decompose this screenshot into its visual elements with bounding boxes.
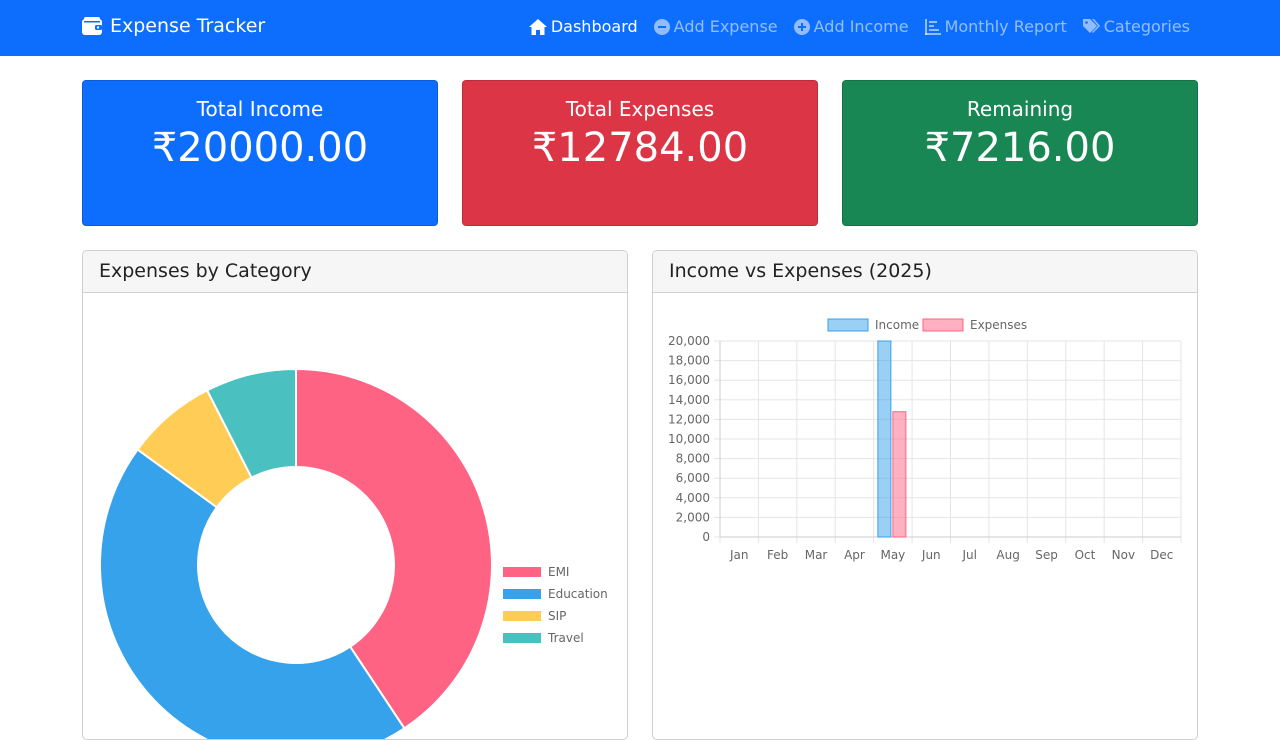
legend-swatch-expenses [922,318,964,332]
navbar: Expense Tracker Dashboard Add Expense Ad… [0,0,1280,56]
nav-menu: Dashboard Add Expense Add Income Monthly… [513,17,1190,36]
x-tick-label-feb: Feb [767,548,788,562]
legend-swatch-education [503,589,541,599]
slice-travel [205,367,297,479]
income-vs-expenses-panel: Income vs Expenses (2025) 0 2,000 4,000 6,0… [652,250,1198,740]
category-panel: Expenses by Category EMI Education SIP Trav… [82,250,628,740]
y-tick-label: 6,000 [676,471,710,485]
y-tick-label: 14,000 [668,393,710,407]
total-income-value: ₹20000.00 [151,125,369,171]
minus-circle-icon [653,18,670,35]
legend-label-travel: Travel [547,631,584,645]
brand[interactable]: Expense Tracker [82,15,265,37]
nav-dashboard-label: Dashboard [550,17,638,36]
x-tick-label-jan: Jan [729,548,749,562]
x-tick-label-nov: Nov [1112,548,1135,562]
chart-icon [924,18,941,35]
bar-income-may [877,340,892,538]
wallet-icon [82,17,102,35]
nav-add-expense[interactable]: Add Expense [653,17,778,36]
remaining-value: ₹7216.00 [924,125,1116,171]
y-tick-label: 8,000 [676,452,710,466]
nav-categories[interactable]: Categories [1082,17,1190,36]
nav-dashboard[interactable]: Dashboard [528,17,638,36]
income-vs-expenses-panel-title: Income vs Expenses (2025) [653,251,1197,293]
nav-add-income[interactable]: Add Income [793,17,909,36]
legend-swatch-travel [503,633,541,643]
legend-label-emi: EMI [548,565,569,579]
x-tick-label-jul: Jul [961,548,976,562]
slice-emi [295,367,493,730]
x-tick-label-dec: Dec [1150,548,1173,562]
nav-add-expense-label: Add Expense [673,17,778,36]
x-tick-label-mar: Mar [805,548,828,562]
y-tick-label: 10,000 [668,432,710,446]
x-tick-label-jun: Jun [921,548,941,562]
total-income-label: Total Income [196,97,324,121]
home-icon [528,18,547,35]
income-vs-expenses-bar-chart[interactable]: 0 2,000 4,000 6,000 8,000 10,000 12,000 14,000 1… [653,293,1198,740]
legend-label-sip: SIP [548,609,566,623]
x-tick-label-apr: Apr [844,548,865,562]
legend-swatch-emi [503,567,541,577]
y-tick-label: 2,000 [676,510,710,524]
legend-swatch-income [827,318,869,332]
remaining-card: Remaining ₹7216.00 [842,80,1198,226]
x-tick-label-sep: Sep [1035,548,1058,562]
y-tick-label: 20,000 [668,334,710,348]
x-tick-label-aug: Aug [996,548,1019,562]
plus-circle-icon [793,18,810,35]
total-expenses-value: ₹12784.00 [531,125,749,171]
category-doughnut-chart[interactable]: EMI Education SIP Travel [83,293,628,740]
legend-swatch-sip [503,611,541,621]
bar-expenses-may [892,411,907,538]
total-income-card: Total Income ₹20000.00 [82,80,438,226]
brand-title: Expense Tracker [110,15,266,37]
nav-monthly-report[interactable]: Monthly Report [924,17,1067,36]
slice-education [99,448,406,739]
category-panel-title: Expenses by Category [83,251,627,293]
legend-label-expenses: Expenses [970,318,1027,332]
remaining-label: Remaining [966,97,1074,121]
nav-add-income-label: Add Income [813,17,909,36]
tags-icon [1082,18,1100,33]
legend-label-income: Income [875,318,919,332]
x-tick-label-oct: Oct [1075,548,1096,562]
legend-label-education: Education [548,587,608,601]
total-expenses-label: Total Expenses [565,97,715,121]
nav-categories-label: Categories [1103,17,1190,36]
x-tick-label-may: May [880,548,905,562]
y-tick-label: 16,000 [668,373,710,387]
y-tick-label: 12,000 [668,412,710,426]
y-tick-label: 18,000 [668,354,710,368]
nav-monthly-report-label: Monthly Report [944,17,1067,36]
total-expenses-card: Total Expenses ₹12784.00 [462,80,818,226]
y-tick-label: 4,000 [676,491,710,505]
y-tick-label: 0 [702,530,710,544]
